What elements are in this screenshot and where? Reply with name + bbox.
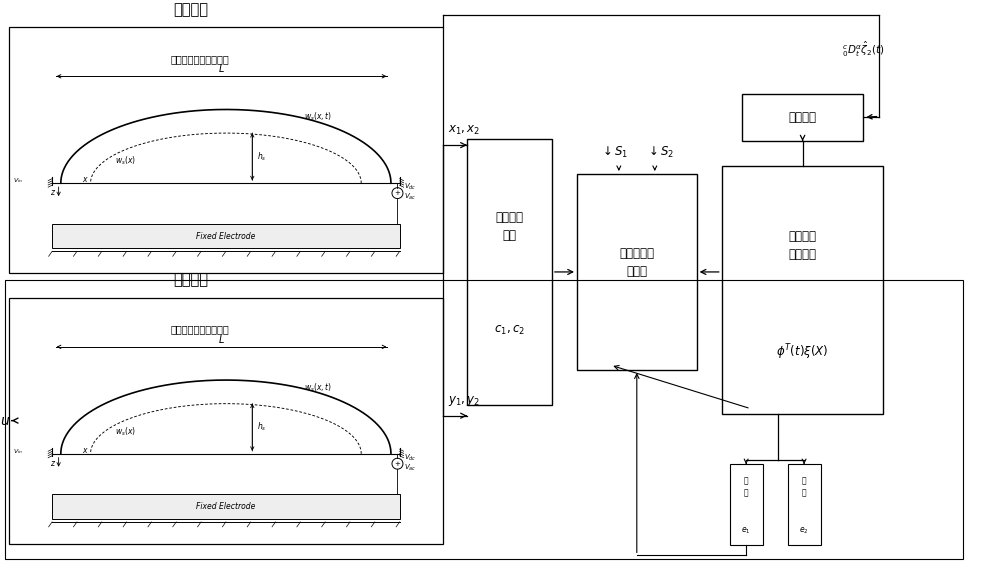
Text: $c_1, c_2$: $c_1, c_2$ (494, 324, 525, 337)
Bar (9, 27, 443, 273)
Text: $x_1, x_2$: $x_1, x_2$ (448, 124, 480, 137)
Text: x: x (83, 446, 87, 455)
Bar (577, 174, 697, 370)
Text: $w_s(x)$: $w_s(x)$ (115, 155, 137, 168)
Text: 估
误: 估 误 (744, 477, 748, 498)
Text: $h_s$: $h_s$ (257, 151, 266, 163)
Text: $V_{in}$: $V_{in}$ (13, 176, 23, 185)
Text: 驱动系统: 驱动系统 (174, 2, 209, 17)
Text: $e_2$: $e_2$ (799, 526, 809, 536)
Text: L: L (219, 65, 224, 74)
Text: 自适应律: 自适应律 (789, 111, 817, 124)
Bar (730, 464, 763, 546)
Text: u: u (1, 414, 9, 427)
Text: 自适应同步
控制器: 自适应同步 控制器 (619, 247, 654, 278)
Text: $h_s$: $h_s$ (257, 421, 266, 434)
Text: $V_{dc}$: $V_{dc}$ (404, 182, 417, 192)
Text: 估
误: 估 误 (802, 477, 806, 498)
Bar (52, 494, 400, 519)
Bar (9, 298, 443, 543)
Bar (788, 464, 821, 546)
Text: $w_s(x,t)$: $w_s(x,t)$ (304, 381, 332, 394)
Text: 分数阶弧形微机电系统: 分数阶弧形微机电系统 (170, 325, 229, 335)
Text: $\downarrow S_2$: $\downarrow S_2$ (646, 144, 674, 160)
Text: $V_{in}$: $V_{in}$ (13, 447, 23, 456)
Bar (742, 93, 863, 141)
Text: $V_{ac}$: $V_{ac}$ (404, 462, 417, 473)
Text: L: L (219, 335, 224, 345)
Text: $\phi^T(t)\xi(X)$: $\phi^T(t)\xi(X)$ (776, 342, 829, 362)
Bar (5, 280, 963, 559)
Text: $e_1$: $e_1$ (741, 526, 751, 536)
Text: Fixed Electrode: Fixed Electrode (196, 502, 256, 511)
Text: $V_{dc}$: $V_{dc}$ (404, 453, 417, 463)
Text: $y_1, y_2$: $y_1, y_2$ (448, 394, 480, 408)
Bar (467, 139, 552, 405)
Bar (52, 224, 400, 248)
Text: +: + (395, 461, 400, 467)
Text: x: x (83, 175, 87, 184)
Text: Fixed Electrode: Fixed Electrode (196, 231, 256, 241)
Text: $^c_0 D^\alpha_t \hat{\zeta}_2(t)$: $^c_0 D^\alpha_t \hat{\zeta}_2(t)$ (842, 40, 884, 59)
Text: z: z (50, 458, 54, 468)
Text: $V_{ac}$: $V_{ac}$ (404, 192, 417, 202)
Text: $w_s(x,t)$: $w_s(x,t)$ (304, 110, 332, 123)
Text: +: + (395, 190, 400, 196)
Text: 同步误差
向量: 同步误差 向量 (495, 211, 523, 242)
Text: z: z (50, 188, 54, 197)
Bar (722, 166, 883, 414)
Text: 响应系统: 响应系统 (174, 272, 209, 288)
Text: 切比雪夫
神经网络: 切比雪夫 神经网络 (789, 230, 817, 261)
Text: $\downarrow S_1$: $\downarrow S_1$ (600, 144, 628, 160)
Text: $w_s(x)$: $w_s(x)$ (115, 426, 137, 438)
Text: 分数阶弧形微机电系统: 分数阶弧形微机电系统 (170, 54, 229, 64)
